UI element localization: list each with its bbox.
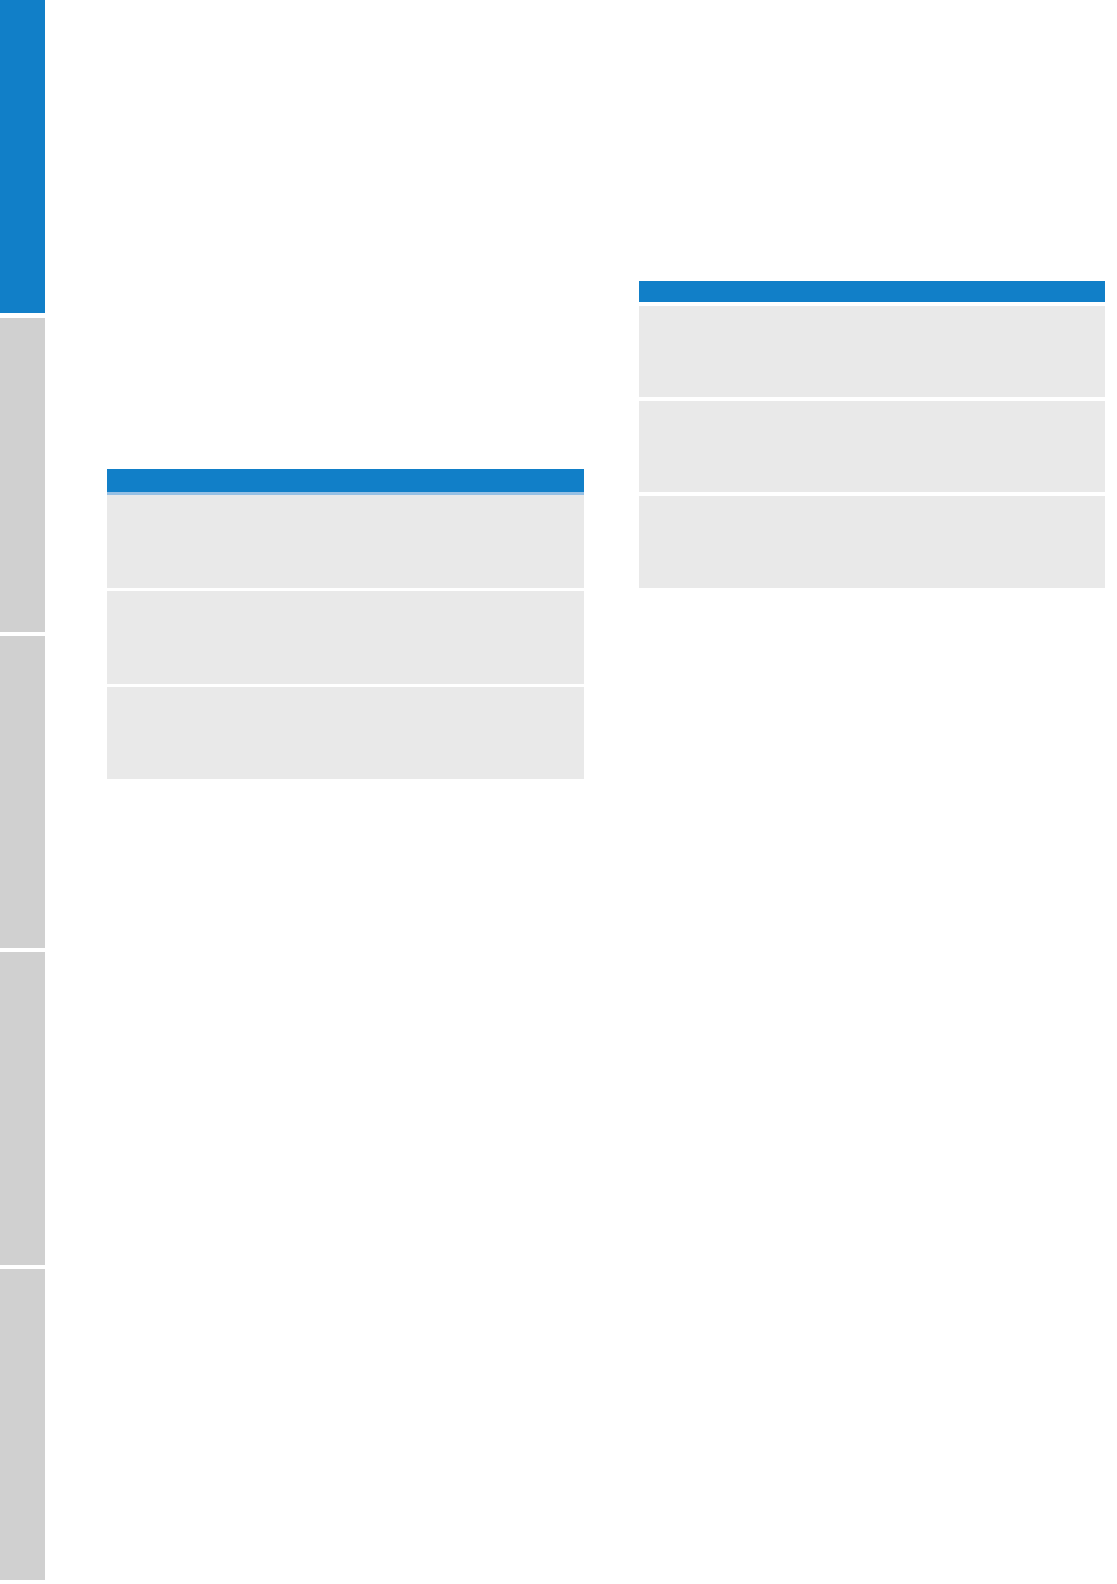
table-header-bar xyxy=(107,469,584,492)
table-row xyxy=(107,495,584,588)
table-row xyxy=(639,306,1105,397)
chapter-tab xyxy=(0,318,45,632)
table-right xyxy=(639,281,1105,588)
table-header-bar xyxy=(639,281,1105,302)
table-left xyxy=(107,469,584,779)
table-row xyxy=(639,401,1105,492)
chapter-tab xyxy=(0,1269,45,1580)
chapter-tab xyxy=(0,636,45,948)
table-row xyxy=(639,496,1105,588)
chapter-tab-active xyxy=(0,0,45,313)
table-row xyxy=(107,687,584,779)
table-row xyxy=(107,591,584,684)
table-header-gap xyxy=(639,302,1105,306)
table-header-underline xyxy=(107,492,584,495)
chapter-tab xyxy=(0,952,45,1265)
